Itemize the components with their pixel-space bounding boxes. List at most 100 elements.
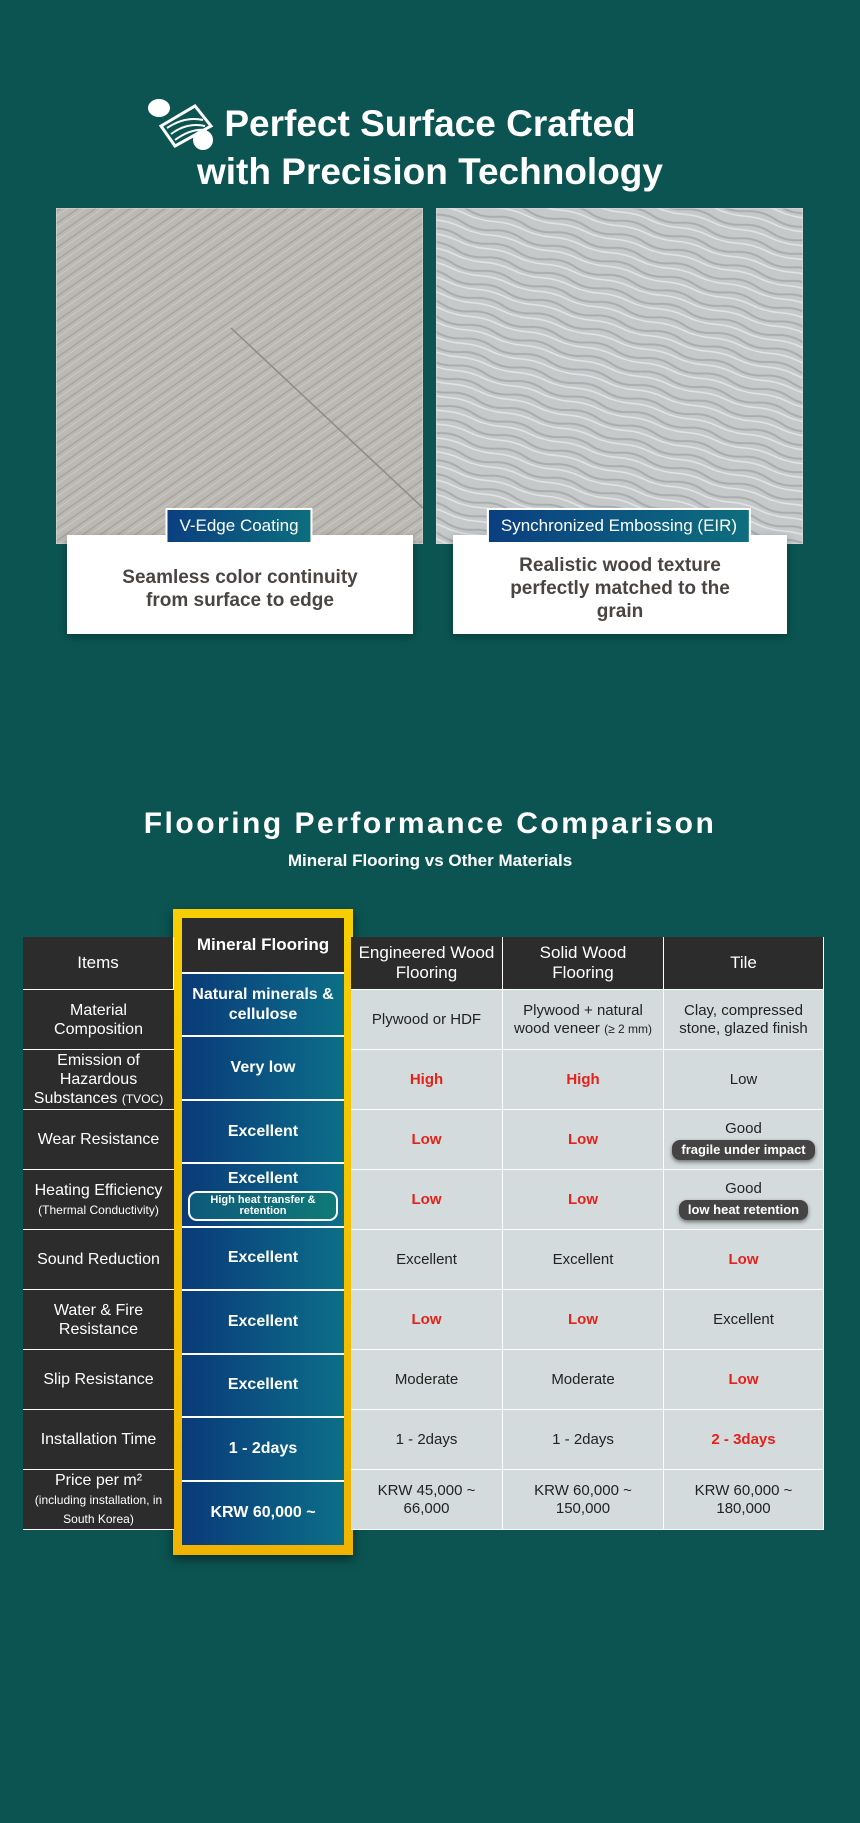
highlight-fill [182,974,344,1545]
feature-caption: Realistic wood texture perfectly matched… [453,535,787,634]
row-label: Slip Resistance [23,1350,174,1410]
cell-text: KRW 60,000 ~ [210,1504,316,1522]
table-cell: Low [664,1050,824,1110]
cell-text: Installation Time [40,1431,157,1448]
table-header: Engineered Wood Flooring [351,937,503,990]
cell-text: Excellent [227,1170,299,1188]
feature-caption: Seamless color continuity from surface t… [67,535,413,634]
table-cell: Excellent [664,1290,824,1350]
table-cell: High [351,1050,503,1110]
cell-text: Low [568,1310,598,1328]
table-cell: Good low heat retention [664,1170,824,1230]
cell-text: 2 - 3days [711,1430,776,1448]
feature-label: V-Edge Coating [165,508,313,544]
row-label: Water & Fire Resistance [23,1290,174,1350]
cell-text: 1 - 2days [552,1430,614,1448]
cell-text: Wear Resistance [37,1131,160,1148]
mineral-cell: 1 - 2days [182,1418,344,1482]
table-cell: Clay, compressed stone, glazed finish [664,990,824,1050]
cell-text: Slip Resistance [43,1371,154,1388]
feature-label: Synchronized Embossing (EIR) [486,508,752,544]
table-cell: Low [503,1110,664,1170]
row-label: Installation Time [23,1410,174,1470]
cell-text: Natural minerals & cellulose [192,985,334,1023]
row-label: Heating Efficiency (Thermal Conductivity… [23,1170,174,1230]
mineral-cell: Very low [182,1037,344,1101]
section-title: Flooring Performance Comparison [143,807,717,840]
mineral-cell: Excellent [182,1101,344,1165]
cell-text: Low [728,1250,759,1268]
cell-text: Low [411,1310,442,1328]
table-cell: Low [503,1290,664,1350]
table-cell: Plywood or HDF [351,990,503,1050]
mineral-cell: KRW 60,000 ~ [182,1482,344,1545]
cell-text: Heating Efficiency (Thermal Conductivity… [34,1181,163,1217]
row-label: Price per m² (including installation, in… [23,1470,174,1530]
cell-text: Low [728,1370,759,1388]
row-label: Sound Reduction [23,1230,174,1290]
cell-text: Sound Reduction [37,1251,160,1268]
row-label: Emission of Hazardous Substances (TVOC) [23,1050,174,1110]
cell-text: Excellent [552,1250,614,1268]
table-cell: Moderate [351,1350,503,1410]
table-cell: Low [351,1170,503,1230]
cell-text: Clay, compressed stone, glazed finish [679,1001,808,1037]
technology-icon [148,99,214,150]
table-cell: 2 - 3days [664,1410,824,1470]
cell-text: Plywood + natural wood veneer (≥ 2 mm) [514,1001,652,1037]
cell-text: Material Composition [54,1001,143,1038]
cell-text: Excellent [396,1250,457,1268]
cell-text: Excellent [227,1312,299,1330]
cell-text: Good [725,1119,762,1137]
table-header: Solid Wood Flooring [503,937,664,990]
embossing-image [436,208,803,544]
mineral-cell: Excellent [182,1355,344,1419]
cell-badge: fragile under impact [672,1139,815,1160]
table-cell: Excellent [351,1230,503,1290]
cell-text: KRW 60,000 ~ 180,000 [694,1481,793,1517]
table-header: Mineral Flooring [182,918,344,974]
mineral-cell: Excellent [182,1228,344,1292]
table-cell: KRW 60,000 ~ 180,000 [664,1470,824,1530]
cell-text: Excellent [713,1310,774,1328]
cell-note: (including installation, in South Korea) [34,1493,163,1526]
cell-note: (Thermal Conductivity) [38,1202,159,1217]
cell-text: Price per m² (including installation, in… [34,1472,163,1526]
cell-text: Low [568,1130,598,1148]
table-cell: Low [503,1170,664,1230]
v-edge-image [56,208,423,544]
cell-text: KRW 60,000 ~ 150,000 [534,1481,632,1517]
cell-text: Plywood or HDF [371,1010,482,1028]
cell-text: Good [725,1179,762,1197]
table-cell: KRW 45,000 ~ 66,000 [351,1470,503,1530]
table-header: Tile [664,937,824,990]
row-label: Wear Resistance [23,1110,174,1170]
row-label: Material Composition [23,990,174,1050]
cell-badge: High heat transfer & retention [188,1191,338,1222]
cell-text: 1 - 2days [395,1430,458,1448]
cell-text: High [409,1070,444,1088]
cell-text: Low [411,1190,442,1208]
table-cell: Low [351,1290,503,1350]
section-subtitle: Mineral Flooring vs Other Materials [287,851,573,870]
cell-text: High [566,1070,600,1088]
table-cell: Low [664,1350,824,1410]
table-header: Items [23,937,174,990]
cell-text: Excellent [227,1249,299,1267]
table-cell: 1 - 2days [503,1410,664,1470]
mineral-cell: Natural minerals & cellulose [182,974,344,1038]
table-cell: Good fragile under impact [664,1110,824,1170]
cell-text: Low [729,1070,758,1088]
title-line: with Precision Technology [197,151,663,192]
cell-text: Moderate [394,1370,459,1388]
table-cell: High [503,1050,664,1110]
table-cell: 1 - 2days [351,1410,503,1470]
cell-text: Low [568,1190,598,1208]
title-line: Perfect Surface Crafted [224,103,636,144]
cell-text: Emission of Hazardous Substances (TVOC) [33,1052,164,1107]
mineral-cell: Excellent [182,1291,344,1355]
table-cell: KRW 60,000 ~ 150,000 [503,1470,664,1530]
table-cell: Low [351,1110,503,1170]
table-cell: Moderate [503,1350,664,1410]
